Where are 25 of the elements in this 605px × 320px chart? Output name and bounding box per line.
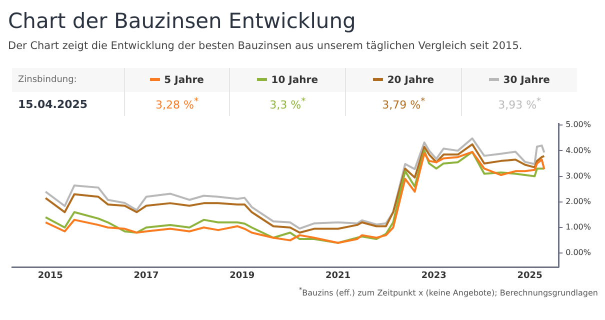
y-tick-label: 4.00%	[566, 146, 592, 155]
y-tick-label: 2.00%	[566, 196, 592, 206]
chart-subtitle: Der Chart zeigt die Entwicklung der besten Bauzinsen aus unserem täglichen Vergleich seit 2015.	[8, 39, 524, 54]
y-tick-label: 3.00%	[566, 171, 592, 180]
y-tick-label: 5.00%	[566, 120, 592, 130]
text: 3,93 %$^{*}$	[462, 92, 577, 116]
legend-label: 10 Jahre	[230, 68, 346, 92]
text: 3,3 %$^{*}$	[230, 92, 346, 116]
text: $^{*}$Bauzins (eff.) zum Zeitpunkt x (keine Angebote); Berechnungsgrundlagen	[298, 286, 598, 298]
legend-title: Zinsbindung:	[17, 74, 78, 87]
y-tick-label: 1.00%	[566, 222, 592, 232]
legend-label: 20 Jahre	[346, 68, 462, 92]
x-tick-label: 2023	[421, 270, 446, 281]
text: 3,79 %$^{*}$	[346, 92, 462, 116]
chart-title: Chart der Bauzinsen Entwicklung	[8, 8, 357, 34]
legend-label: 5 Jahre	[124, 68, 230, 92]
text: 15.04.2025	[17, 96, 89, 112]
legend-label: 30 Jahre	[462, 68, 577, 92]
text: 3,28 %$^{*}$	[124, 92, 230, 116]
x-tick-label: 2019	[230, 270, 255, 281]
y-tick-label: 0.00%	[566, 248, 592, 258]
x-tick-label: 2025	[517, 270, 542, 281]
x-tick-label: 2017	[134, 270, 159, 281]
x-tick-label: 2015	[38, 270, 63, 281]
x-tick-label: 2021	[326, 270, 351, 281]
